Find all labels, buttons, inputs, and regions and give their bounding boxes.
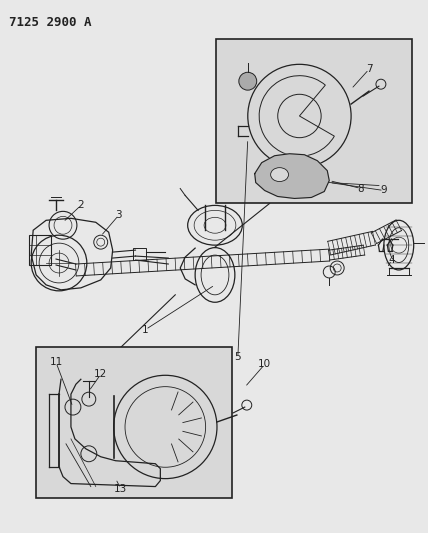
Bar xyxy=(133,248,146,260)
Text: 7125 2900 A: 7125 2900 A xyxy=(9,15,92,29)
Text: 5: 5 xyxy=(235,352,241,362)
Text: 9: 9 xyxy=(380,185,387,196)
Bar xyxy=(36,348,232,498)
Text: 8: 8 xyxy=(358,183,364,193)
Text: 13: 13 xyxy=(114,483,127,494)
Bar xyxy=(216,39,412,204)
Text: 4: 4 xyxy=(389,255,395,265)
Bar xyxy=(29,235,51,265)
Text: 3: 3 xyxy=(115,211,122,220)
Circle shape xyxy=(239,72,257,90)
Text: 11: 11 xyxy=(49,357,62,367)
Polygon shape xyxy=(255,154,329,198)
Text: 7: 7 xyxy=(366,64,372,74)
Text: 10: 10 xyxy=(258,359,271,369)
Text: 1: 1 xyxy=(142,325,149,335)
Text: 2: 2 xyxy=(77,200,84,211)
Ellipse shape xyxy=(270,168,288,182)
Text: 6: 6 xyxy=(241,74,248,84)
Text: 12: 12 xyxy=(94,369,107,379)
